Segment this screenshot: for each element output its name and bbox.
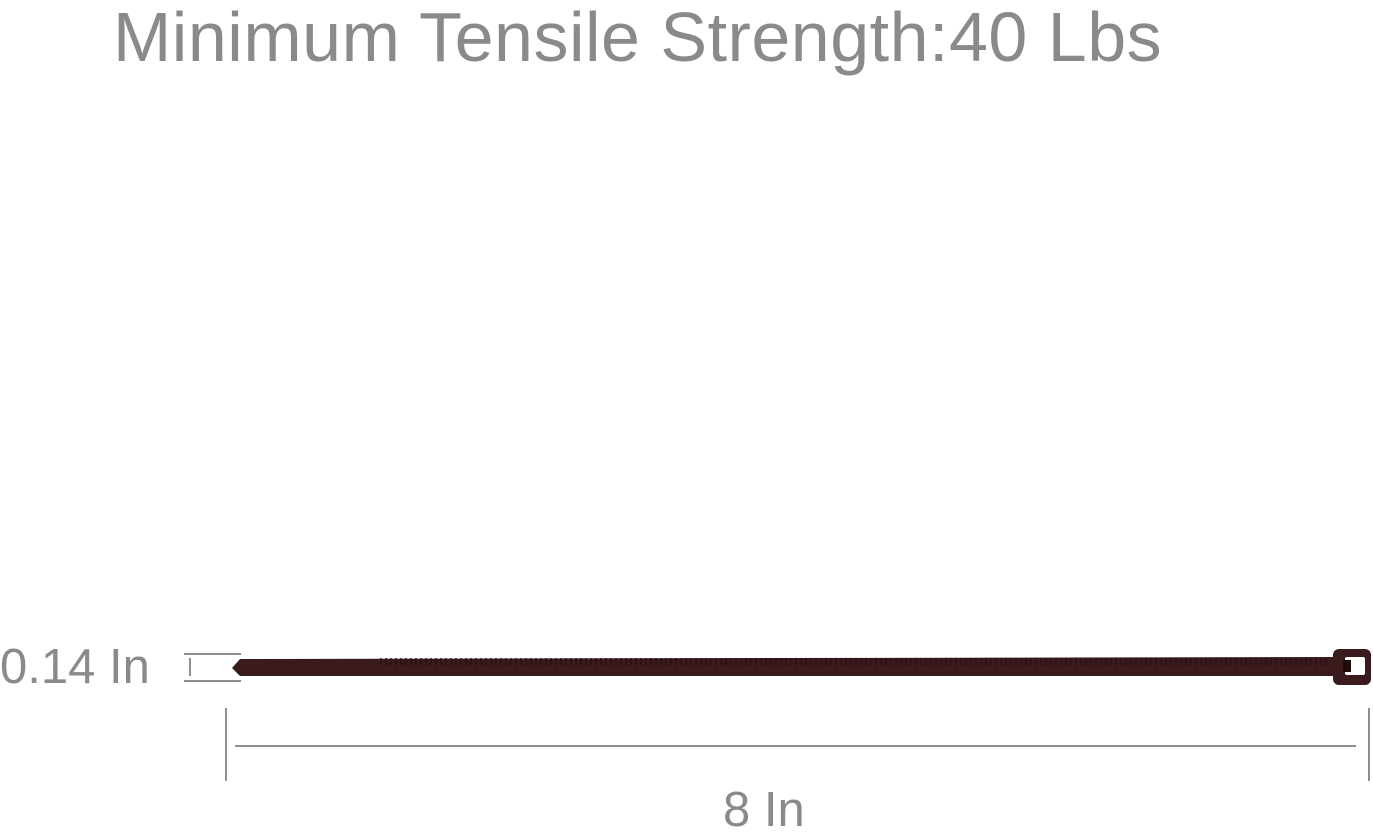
cable-tie <box>232 649 1371 685</box>
width-dimension-label: 0.14 In <box>0 640 150 694</box>
page-title: Minimum Tensile Strength:40 Lbs <box>113 0 1163 76</box>
length-dimension-label: 8 In <box>723 783 805 837</box>
length-dimension-marker <box>225 708 1370 781</box>
width-dimension-marker <box>184 653 241 682</box>
